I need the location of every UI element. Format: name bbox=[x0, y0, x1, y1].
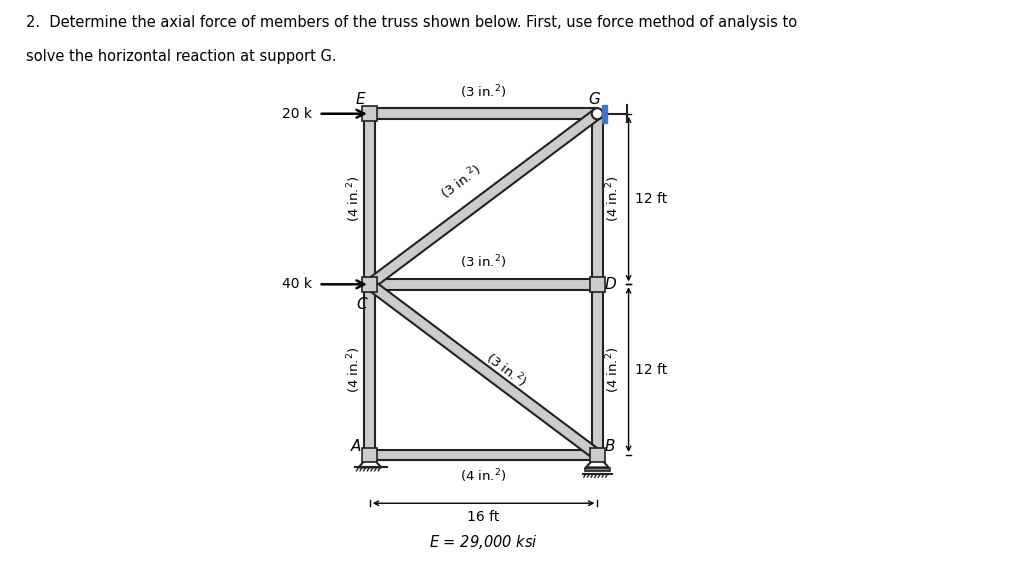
Polygon shape bbox=[367, 280, 600, 459]
Bar bbox=[602, 105, 607, 122]
Bar bbox=[362, 106, 377, 121]
Text: (4 in.$^2$): (4 in.$^2$) bbox=[604, 346, 622, 393]
Polygon shape bbox=[592, 114, 603, 284]
Text: (4 in.$^2$): (4 in.$^2$) bbox=[604, 176, 622, 222]
Text: 20 k: 20 k bbox=[282, 107, 312, 121]
Text: A: A bbox=[351, 438, 361, 454]
Text: 12 ft: 12 ft bbox=[636, 192, 668, 206]
Polygon shape bbox=[370, 279, 597, 290]
Bar bbox=[362, 277, 377, 292]
Polygon shape bbox=[365, 114, 375, 284]
Text: (4 in.$^2$): (4 in.$^2$) bbox=[461, 467, 507, 485]
Circle shape bbox=[592, 108, 603, 119]
Text: 16 ft: 16 ft bbox=[467, 510, 500, 524]
Polygon shape bbox=[586, 455, 608, 467]
Text: (3 in.$^{2}$): (3 in.$^{2}$) bbox=[482, 349, 530, 390]
Text: (3 in.$^2$): (3 in.$^2$) bbox=[461, 84, 507, 102]
Text: (4 in.$^2$): (4 in.$^2$) bbox=[345, 176, 362, 222]
Text: 40 k: 40 k bbox=[282, 277, 312, 291]
Bar bbox=[362, 448, 377, 462]
Polygon shape bbox=[370, 450, 597, 461]
Polygon shape bbox=[358, 455, 381, 467]
Text: 12 ft: 12 ft bbox=[636, 362, 668, 376]
Text: (4 in.$^2$): (4 in.$^2$) bbox=[345, 346, 362, 393]
Text: $E$ = 29,000 ksi: $E$ = 29,000 ksi bbox=[429, 533, 538, 551]
Polygon shape bbox=[367, 110, 600, 289]
Polygon shape bbox=[370, 108, 597, 119]
Text: C: C bbox=[356, 297, 367, 312]
Text: solve the horizontal reaction at support G.: solve the horizontal reaction at support… bbox=[26, 49, 336, 64]
Text: 2.  Determine the axial force of members of the truss shown below. First, use fo: 2. Determine the axial force of members … bbox=[26, 14, 797, 30]
Text: B: B bbox=[604, 438, 614, 454]
Text: D: D bbox=[604, 277, 615, 292]
Text: (3 in.$^2$): (3 in.$^2$) bbox=[461, 253, 507, 271]
Text: E: E bbox=[355, 92, 366, 107]
Text: (3 in.$^2$): (3 in.$^2$) bbox=[437, 161, 484, 203]
Polygon shape bbox=[592, 284, 603, 455]
Bar bbox=[590, 448, 605, 462]
Bar bbox=[585, 467, 610, 471]
Polygon shape bbox=[365, 284, 375, 455]
Text: G: G bbox=[589, 92, 600, 107]
Bar bbox=[590, 277, 605, 292]
